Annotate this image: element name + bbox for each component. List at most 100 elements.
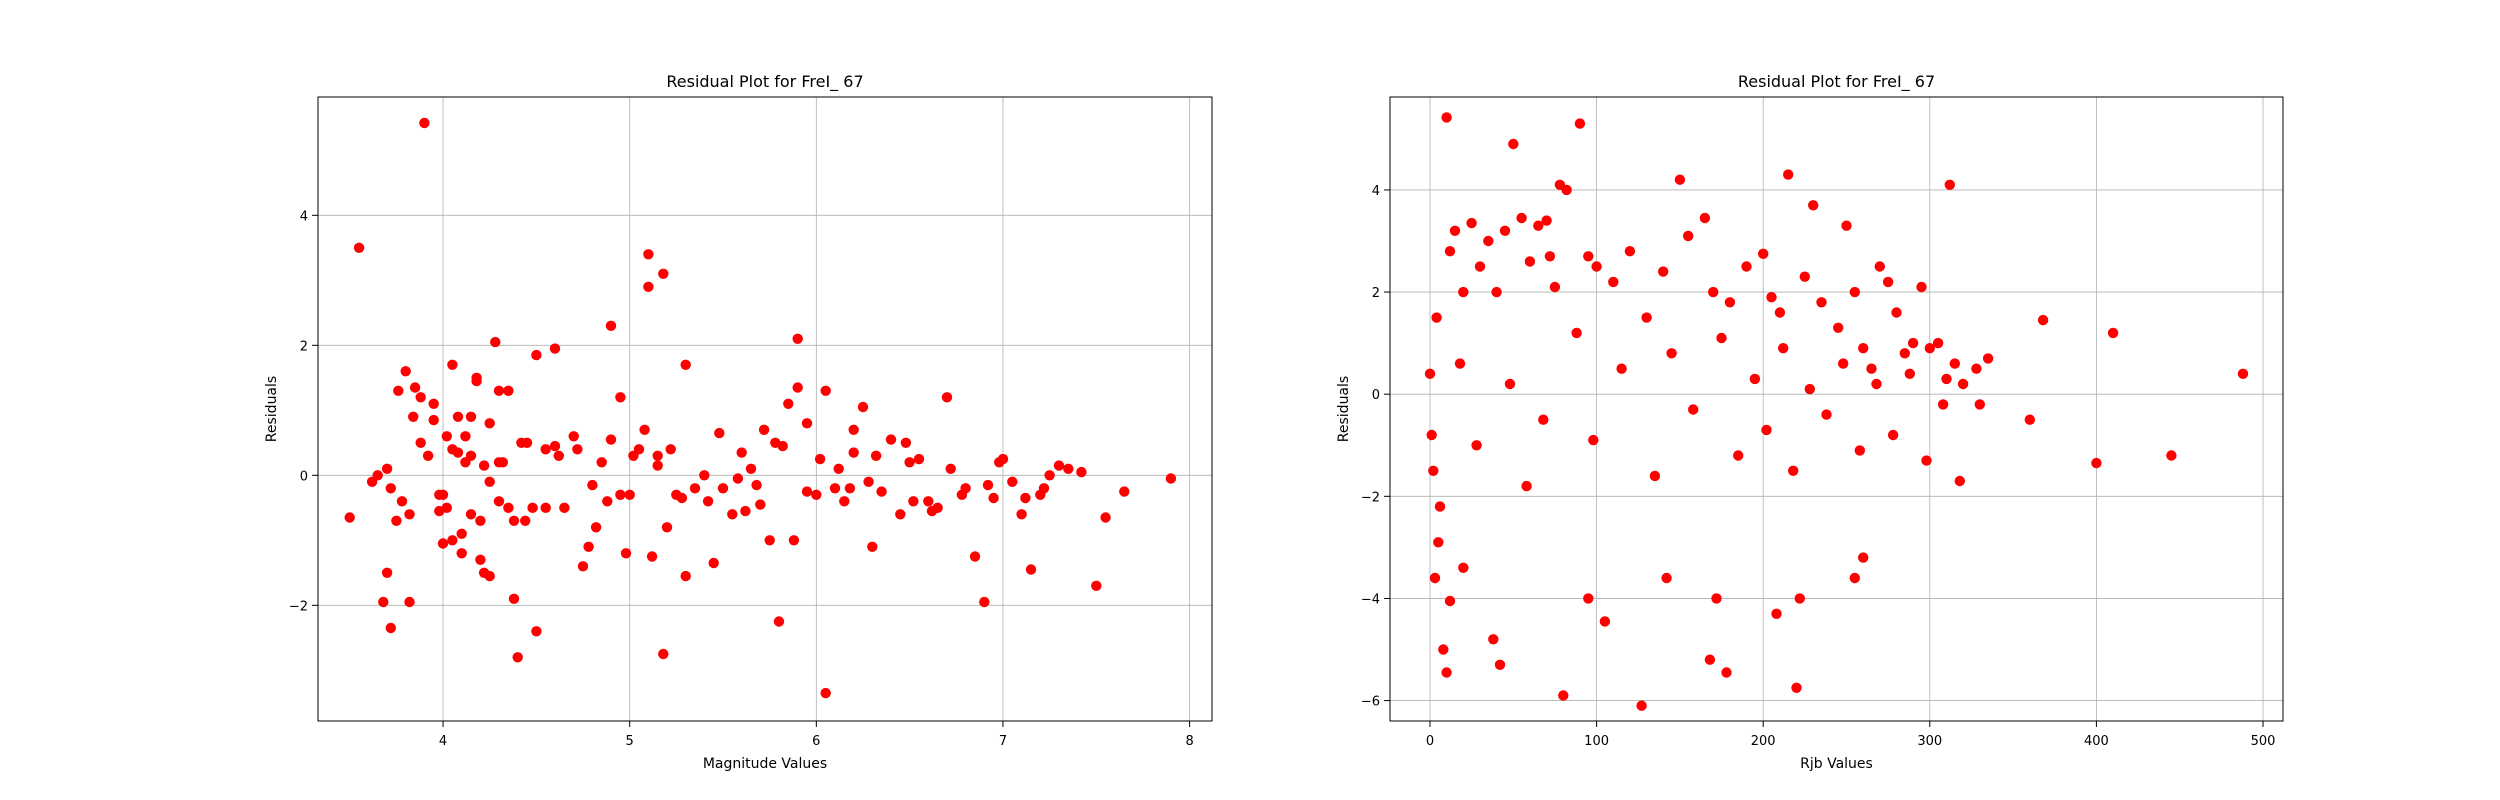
scatter-point xyxy=(419,117,430,129)
scatter-point xyxy=(758,424,770,435)
scatter-point xyxy=(1434,501,1446,512)
scatter-point xyxy=(1666,348,1677,359)
scatter-point xyxy=(1444,595,1456,607)
scatter-point xyxy=(1982,353,1994,364)
scatter-point xyxy=(702,496,714,507)
scatter-point xyxy=(577,561,589,572)
scatter-point xyxy=(665,444,676,455)
scatter-point xyxy=(1100,512,1111,523)
scatter-point xyxy=(1466,217,1477,229)
scatter-point xyxy=(447,535,458,546)
scatter-point xyxy=(1449,225,1461,236)
scatter-point xyxy=(452,447,464,458)
scatter-point xyxy=(661,522,673,533)
scatter-point xyxy=(1433,537,1444,548)
scatter-point xyxy=(1165,473,1177,484)
scatter-point xyxy=(1841,220,1852,231)
scatter-point xyxy=(1053,460,1065,471)
y-tick-label: 2 xyxy=(1372,286,1380,301)
scatter-point xyxy=(1849,572,1861,584)
scatter-point xyxy=(870,450,882,461)
scatter-point xyxy=(512,652,523,663)
scatter-point xyxy=(1038,483,1050,494)
scatter-point xyxy=(1533,220,1544,231)
scatter-point xyxy=(773,616,785,627)
scatter-point xyxy=(1658,266,1669,277)
scatter-point xyxy=(596,457,607,468)
x-tick-label: 7 xyxy=(999,734,1007,749)
scatter-point xyxy=(385,483,396,494)
scatter-point xyxy=(520,515,531,526)
scatter-point xyxy=(553,450,564,461)
scatter-point xyxy=(1708,286,1719,298)
scatter-point xyxy=(1508,138,1519,150)
y-tick-label: −6 xyxy=(1361,695,1380,710)
scatter-point xyxy=(1816,297,1827,308)
scatter-point xyxy=(732,473,744,484)
scatter-point xyxy=(1076,466,1087,478)
scatter-point xyxy=(1561,184,1572,196)
scatter-point xyxy=(1494,659,1506,670)
scatter-point xyxy=(490,336,501,348)
scatter-point xyxy=(428,398,439,409)
scatter-point xyxy=(393,385,404,396)
y-tick-label: −4 xyxy=(1361,592,1380,607)
scatter-point xyxy=(740,505,751,517)
scatter-point xyxy=(1424,368,1436,379)
scatter-point xyxy=(2166,450,2177,461)
scatter-point xyxy=(755,499,766,510)
scatter-point xyxy=(652,460,663,471)
scatter-point xyxy=(745,463,757,474)
x-tick-label: 200 xyxy=(1751,734,1776,749)
scatter-point xyxy=(1783,169,1794,180)
scatter-point xyxy=(1766,292,1777,303)
scatter-point xyxy=(1491,286,1502,298)
scatter-point xyxy=(833,463,844,474)
scatter-point xyxy=(378,596,389,608)
scatter-point xyxy=(982,479,994,491)
scatter-point xyxy=(493,496,505,507)
scatter-point xyxy=(404,509,415,520)
scatter-point xyxy=(415,437,426,448)
scatter-point xyxy=(994,457,1005,468)
scatter-point xyxy=(1891,307,1902,318)
scatter-point xyxy=(415,392,426,403)
x-tick-label: 400 xyxy=(2084,734,2109,749)
scatter-point xyxy=(391,515,402,526)
chart-title: Residual Plot for FreI_ 67 xyxy=(1738,72,1935,92)
scatter-point xyxy=(2024,414,2036,425)
scatter-point xyxy=(549,440,561,452)
scatter-point xyxy=(1699,212,1711,224)
scatter-point xyxy=(689,483,701,494)
scatter-point xyxy=(437,489,449,500)
scatter-point xyxy=(646,551,658,562)
scatter-point xyxy=(926,505,938,517)
x-tick-label: 0 xyxy=(1426,734,1434,749)
scatter-point xyxy=(1044,470,1055,481)
scatter-point xyxy=(549,343,561,354)
x-tick-label: 500 xyxy=(2251,734,2276,749)
scatter-point xyxy=(1721,667,1732,678)
scatter-point xyxy=(923,496,934,507)
scatter-point xyxy=(447,359,458,370)
scatter-point xyxy=(857,401,869,413)
scatter-point xyxy=(587,479,598,491)
scatter-point xyxy=(1504,378,1516,390)
scatter-point xyxy=(422,450,434,461)
scatter-point xyxy=(1924,343,1936,354)
scatter-point xyxy=(344,512,355,523)
scatter-point xyxy=(1778,343,1789,354)
scatter-point xyxy=(988,492,999,504)
plot-frame xyxy=(1389,96,2284,722)
scatter-point xyxy=(475,554,486,565)
scatter-point xyxy=(945,463,956,474)
scatter-point xyxy=(1454,358,1466,369)
scatter-point xyxy=(1558,690,1569,701)
scatter-point xyxy=(699,470,710,481)
scatter-point xyxy=(736,447,747,458)
scatter-point xyxy=(441,431,452,442)
scatter-point xyxy=(385,622,396,634)
y-tick-label: 0 xyxy=(300,469,308,484)
scatter-point xyxy=(777,440,788,452)
scatter-point xyxy=(1524,256,1536,267)
